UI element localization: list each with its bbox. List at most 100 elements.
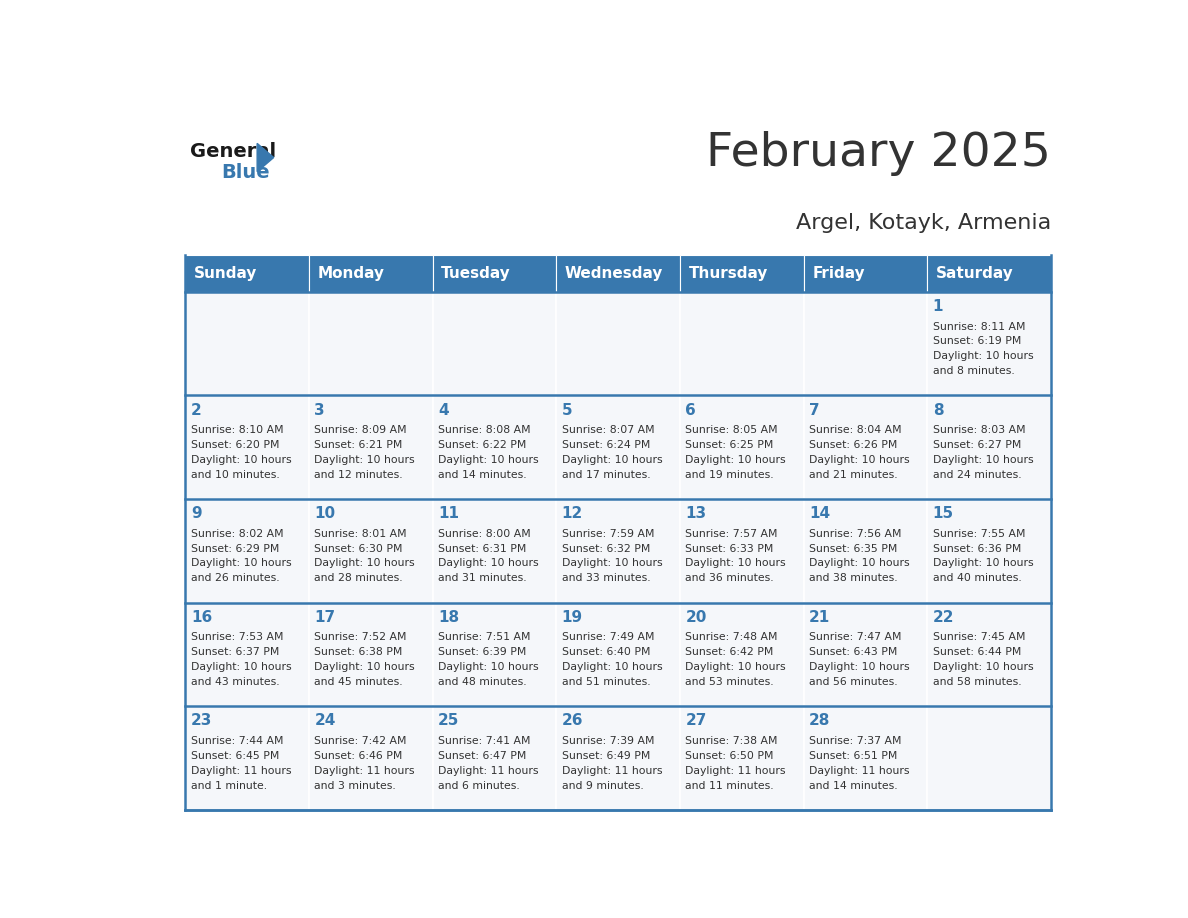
Text: and 10 minutes.: and 10 minutes. bbox=[191, 470, 279, 480]
Text: Sunrise: 8:03 AM: Sunrise: 8:03 AM bbox=[933, 425, 1025, 435]
Text: and 8 minutes.: and 8 minutes. bbox=[933, 366, 1015, 376]
Text: and 21 minutes.: and 21 minutes. bbox=[809, 470, 898, 480]
Text: 7: 7 bbox=[809, 402, 820, 418]
Text: Daylight: 10 hours: Daylight: 10 hours bbox=[685, 558, 786, 568]
Text: Daylight: 10 hours: Daylight: 10 hours bbox=[809, 662, 910, 672]
Text: Sunrise: 7:52 AM: Sunrise: 7:52 AM bbox=[315, 633, 407, 643]
Text: Daylight: 10 hours: Daylight: 10 hours bbox=[438, 558, 538, 568]
Text: Sunrise: 8:01 AM: Sunrise: 8:01 AM bbox=[315, 529, 407, 539]
Text: 14: 14 bbox=[809, 506, 830, 521]
Text: Sunset: 6:43 PM: Sunset: 6:43 PM bbox=[809, 647, 897, 657]
Text: 24: 24 bbox=[315, 713, 336, 728]
Text: 2: 2 bbox=[191, 402, 202, 418]
Text: Argel, Kotayk, Armenia: Argel, Kotayk, Armenia bbox=[796, 213, 1051, 232]
Text: Sunset: 6:30 PM: Sunset: 6:30 PM bbox=[315, 543, 403, 554]
Text: 21: 21 bbox=[809, 610, 830, 625]
Text: 9: 9 bbox=[191, 506, 202, 521]
FancyBboxPatch shape bbox=[309, 292, 432, 396]
FancyBboxPatch shape bbox=[803, 255, 927, 292]
Text: 5: 5 bbox=[562, 402, 573, 418]
Text: Sunset: 6:35 PM: Sunset: 6:35 PM bbox=[809, 543, 897, 554]
FancyBboxPatch shape bbox=[432, 603, 556, 706]
Text: 19: 19 bbox=[562, 610, 583, 625]
Text: 13: 13 bbox=[685, 506, 707, 521]
FancyBboxPatch shape bbox=[185, 292, 309, 396]
Text: Sunset: 6:42 PM: Sunset: 6:42 PM bbox=[685, 647, 773, 657]
FancyBboxPatch shape bbox=[803, 396, 927, 499]
Text: Daylight: 10 hours: Daylight: 10 hours bbox=[315, 662, 415, 672]
Text: and 51 minutes.: and 51 minutes. bbox=[562, 677, 650, 687]
Text: Daylight: 10 hours: Daylight: 10 hours bbox=[562, 454, 663, 465]
Text: and 48 minutes.: and 48 minutes. bbox=[438, 677, 526, 687]
Text: 1: 1 bbox=[933, 299, 943, 314]
Text: Sunset: 6:36 PM: Sunset: 6:36 PM bbox=[933, 543, 1020, 554]
Text: Sunset: 6:38 PM: Sunset: 6:38 PM bbox=[315, 647, 403, 657]
FancyBboxPatch shape bbox=[185, 603, 309, 706]
FancyBboxPatch shape bbox=[803, 292, 927, 396]
Text: Daylight: 11 hours: Daylight: 11 hours bbox=[191, 766, 291, 776]
Text: and 1 minute.: and 1 minute. bbox=[191, 780, 267, 790]
Text: Sunset: 6:29 PM: Sunset: 6:29 PM bbox=[191, 543, 279, 554]
Text: Sunrise: 7:42 AM: Sunrise: 7:42 AM bbox=[315, 736, 407, 746]
Text: Sunset: 6:50 PM: Sunset: 6:50 PM bbox=[685, 751, 773, 761]
Text: Sunrise: 7:41 AM: Sunrise: 7:41 AM bbox=[438, 736, 531, 746]
FancyBboxPatch shape bbox=[185, 396, 309, 499]
Text: Daylight: 10 hours: Daylight: 10 hours bbox=[685, 454, 786, 465]
Text: and 36 minutes.: and 36 minutes. bbox=[685, 574, 775, 583]
Text: Sunset: 6:19 PM: Sunset: 6:19 PM bbox=[933, 336, 1020, 346]
Text: Daylight: 10 hours: Daylight: 10 hours bbox=[191, 558, 291, 568]
Text: 23: 23 bbox=[191, 713, 213, 728]
Text: Daylight: 10 hours: Daylight: 10 hours bbox=[315, 454, 415, 465]
FancyBboxPatch shape bbox=[432, 499, 556, 603]
Text: and 14 minutes.: and 14 minutes. bbox=[438, 470, 526, 480]
Text: Daylight: 10 hours: Daylight: 10 hours bbox=[315, 558, 415, 568]
Text: Daylight: 10 hours: Daylight: 10 hours bbox=[809, 558, 910, 568]
Text: Sunset: 6:45 PM: Sunset: 6:45 PM bbox=[191, 751, 279, 761]
Text: and 17 minutes.: and 17 minutes. bbox=[562, 470, 650, 480]
Text: and 11 minutes.: and 11 minutes. bbox=[685, 780, 775, 790]
Text: 11: 11 bbox=[438, 506, 459, 521]
Text: Sunrise: 7:39 AM: Sunrise: 7:39 AM bbox=[562, 736, 655, 746]
Text: Sunrise: 7:44 AM: Sunrise: 7:44 AM bbox=[191, 736, 284, 746]
Text: 25: 25 bbox=[438, 713, 460, 728]
FancyBboxPatch shape bbox=[309, 603, 432, 706]
FancyBboxPatch shape bbox=[927, 396, 1051, 499]
Text: 18: 18 bbox=[438, 610, 460, 625]
Text: Sunrise: 8:09 AM: Sunrise: 8:09 AM bbox=[315, 425, 407, 435]
Text: Sunset: 6:31 PM: Sunset: 6:31 PM bbox=[438, 543, 526, 554]
FancyBboxPatch shape bbox=[309, 499, 432, 603]
Text: Sunset: 6:46 PM: Sunset: 6:46 PM bbox=[315, 751, 403, 761]
Text: Sunset: 6:24 PM: Sunset: 6:24 PM bbox=[562, 440, 650, 450]
Text: Daylight: 10 hours: Daylight: 10 hours bbox=[809, 454, 910, 465]
Text: Sunrise: 7:45 AM: Sunrise: 7:45 AM bbox=[933, 633, 1025, 643]
Text: 22: 22 bbox=[933, 610, 954, 625]
Text: Sunset: 6:32 PM: Sunset: 6:32 PM bbox=[562, 543, 650, 554]
Text: Sunrise: 7:37 AM: Sunrise: 7:37 AM bbox=[809, 736, 902, 746]
Text: 20: 20 bbox=[685, 610, 707, 625]
Text: 6: 6 bbox=[685, 402, 696, 418]
Text: Sunset: 6:20 PM: Sunset: 6:20 PM bbox=[191, 440, 279, 450]
Text: Daylight: 10 hours: Daylight: 10 hours bbox=[191, 662, 291, 672]
Text: Sunrise: 8:00 AM: Sunrise: 8:00 AM bbox=[438, 529, 531, 539]
FancyBboxPatch shape bbox=[927, 706, 1051, 810]
Text: 12: 12 bbox=[562, 506, 583, 521]
Text: 10: 10 bbox=[315, 506, 336, 521]
Text: Daylight: 11 hours: Daylight: 11 hours bbox=[562, 766, 662, 776]
Text: Daylight: 10 hours: Daylight: 10 hours bbox=[438, 662, 538, 672]
Text: Sunset: 6:39 PM: Sunset: 6:39 PM bbox=[438, 647, 526, 657]
Text: and 19 minutes.: and 19 minutes. bbox=[685, 470, 775, 480]
FancyBboxPatch shape bbox=[680, 706, 803, 810]
FancyBboxPatch shape bbox=[680, 499, 803, 603]
Text: February 2025: February 2025 bbox=[706, 131, 1051, 176]
FancyBboxPatch shape bbox=[803, 706, 927, 810]
FancyBboxPatch shape bbox=[309, 396, 432, 499]
FancyBboxPatch shape bbox=[432, 255, 556, 292]
Text: Sunrise: 7:47 AM: Sunrise: 7:47 AM bbox=[809, 633, 902, 643]
Text: Daylight: 10 hours: Daylight: 10 hours bbox=[562, 558, 663, 568]
FancyBboxPatch shape bbox=[556, 603, 680, 706]
Text: Daylight: 10 hours: Daylight: 10 hours bbox=[933, 662, 1034, 672]
Text: Daylight: 10 hours: Daylight: 10 hours bbox=[933, 454, 1034, 465]
Text: Sunrise: 7:55 AM: Sunrise: 7:55 AM bbox=[933, 529, 1025, 539]
FancyBboxPatch shape bbox=[680, 396, 803, 499]
Text: Daylight: 10 hours: Daylight: 10 hours bbox=[933, 352, 1034, 361]
